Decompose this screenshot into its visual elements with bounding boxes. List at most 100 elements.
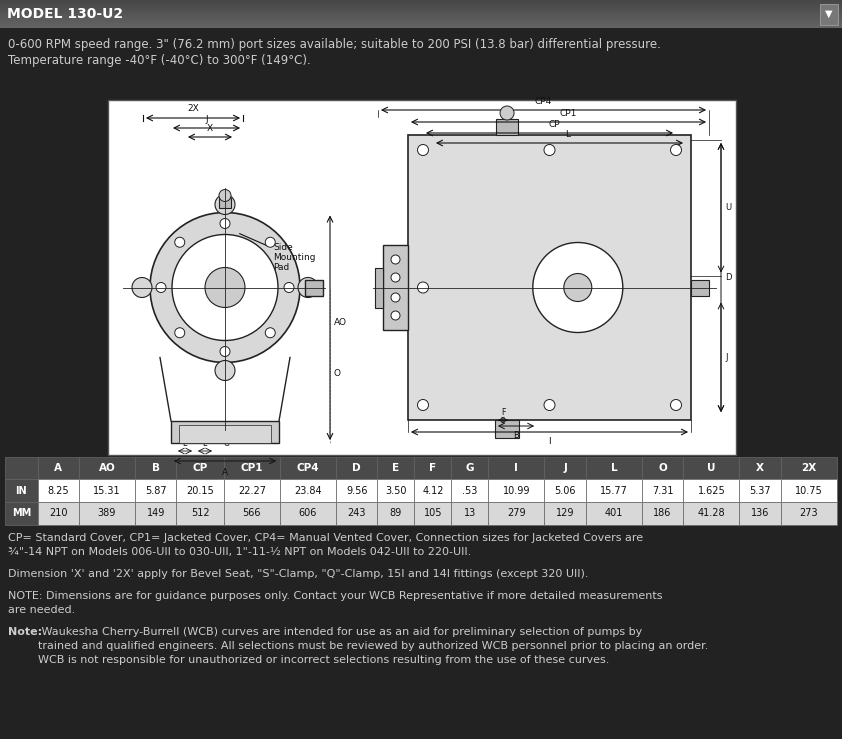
- Text: E: E: [183, 439, 188, 448]
- Text: A: A: [54, 463, 62, 473]
- Circle shape: [156, 282, 166, 293]
- Text: L: L: [610, 463, 617, 473]
- Circle shape: [564, 273, 592, 302]
- Text: 13: 13: [464, 508, 476, 519]
- Text: E: E: [392, 463, 399, 473]
- Bar: [739, 502, 781, 525]
- Text: CP4: CP4: [535, 97, 552, 106]
- Bar: [0, 16, 842, 17]
- Circle shape: [175, 328, 184, 338]
- Text: MODEL 130-U2: MODEL 130-U2: [7, 7, 123, 21]
- Bar: [0, 7, 842, 8]
- Text: 10.99: 10.99: [503, 486, 530, 496]
- Text: J: J: [205, 115, 208, 124]
- Bar: [0, 12, 842, 13]
- Bar: [383, 245, 408, 330]
- Text: 2X: 2X: [802, 463, 817, 473]
- Bar: [488, 457, 545, 479]
- Circle shape: [544, 400, 555, 410]
- Text: 129: 129: [556, 508, 574, 519]
- Bar: [375, 268, 383, 307]
- Text: 512: 512: [191, 508, 210, 519]
- Text: .53: .53: [462, 486, 477, 496]
- Text: ▼: ▼: [825, 9, 833, 19]
- Bar: [545, 479, 586, 502]
- Text: F: F: [501, 408, 505, 417]
- Text: I: I: [548, 437, 551, 446]
- Bar: [224, 479, 280, 502]
- Text: 89: 89: [390, 508, 402, 519]
- Bar: [135, 502, 177, 525]
- Text: 22.27: 22.27: [237, 486, 266, 496]
- Bar: [739, 479, 781, 502]
- Bar: [0, 19, 842, 20]
- Bar: [408, 135, 691, 420]
- Text: D: D: [725, 273, 732, 282]
- Circle shape: [500, 106, 514, 120]
- Text: 273: 273: [800, 508, 818, 519]
- Circle shape: [391, 311, 400, 320]
- Text: 606: 606: [299, 508, 317, 519]
- Bar: [336, 457, 377, 479]
- Text: 15.31: 15.31: [93, 486, 120, 496]
- Bar: [488, 479, 545, 502]
- Text: 5.87: 5.87: [145, 486, 167, 496]
- Bar: [135, 457, 177, 479]
- Bar: [79, 502, 135, 525]
- Text: CP4: CP4: [296, 463, 319, 473]
- Bar: [79, 479, 135, 502]
- Text: 3.50: 3.50: [385, 486, 407, 496]
- Bar: [0, 17, 842, 18]
- Bar: [377, 457, 414, 479]
- Text: 4.12: 4.12: [422, 486, 444, 496]
- Bar: [781, 479, 837, 502]
- Bar: [0, 4, 842, 5]
- Bar: [0, 21, 842, 22]
- Bar: [684, 479, 739, 502]
- Bar: [0, 14, 842, 15]
- Text: 149: 149: [147, 508, 165, 519]
- Text: NOTE: Dimensions are for guidance purposes only. Contact your WCB Representative: NOTE: Dimensions are for guidance purpos…: [8, 591, 663, 615]
- Bar: [0, 25, 842, 26]
- Bar: [280, 479, 336, 502]
- Bar: [377, 502, 414, 525]
- Text: G: G: [224, 439, 230, 448]
- Text: G: G: [466, 463, 474, 473]
- Circle shape: [219, 189, 231, 202]
- Bar: [179, 425, 271, 443]
- Bar: [820, 4, 838, 25]
- Circle shape: [205, 268, 245, 307]
- Bar: [0, 27, 842, 28]
- Bar: [451, 502, 488, 525]
- Bar: [224, 457, 280, 479]
- Text: 20.15: 20.15: [186, 486, 214, 496]
- Text: CP1: CP1: [241, 463, 263, 473]
- Text: 243: 243: [348, 508, 366, 519]
- Text: 279: 279: [507, 508, 525, 519]
- Bar: [219, 197, 231, 208]
- Text: 136: 136: [751, 508, 770, 519]
- Bar: [5, 502, 38, 525]
- Circle shape: [391, 293, 400, 302]
- Circle shape: [265, 237, 275, 248]
- Text: CP: CP: [549, 120, 560, 129]
- Bar: [108, 100, 736, 455]
- Bar: [135, 479, 177, 502]
- Bar: [177, 457, 224, 479]
- Bar: [0, 6, 842, 7]
- Text: 1.625: 1.625: [697, 486, 725, 496]
- Bar: [495, 420, 519, 438]
- Bar: [781, 457, 837, 479]
- Circle shape: [544, 145, 555, 155]
- Bar: [38, 457, 79, 479]
- Text: CP1: CP1: [560, 109, 577, 118]
- Bar: [0, 10, 842, 11]
- Bar: [0, 8, 842, 9]
- Circle shape: [172, 234, 278, 341]
- Text: AO: AO: [99, 463, 115, 473]
- Bar: [0, 0, 842, 1]
- Bar: [336, 502, 377, 525]
- Text: 2X: 2X: [187, 104, 199, 113]
- Bar: [414, 479, 451, 502]
- Bar: [0, 11, 842, 12]
